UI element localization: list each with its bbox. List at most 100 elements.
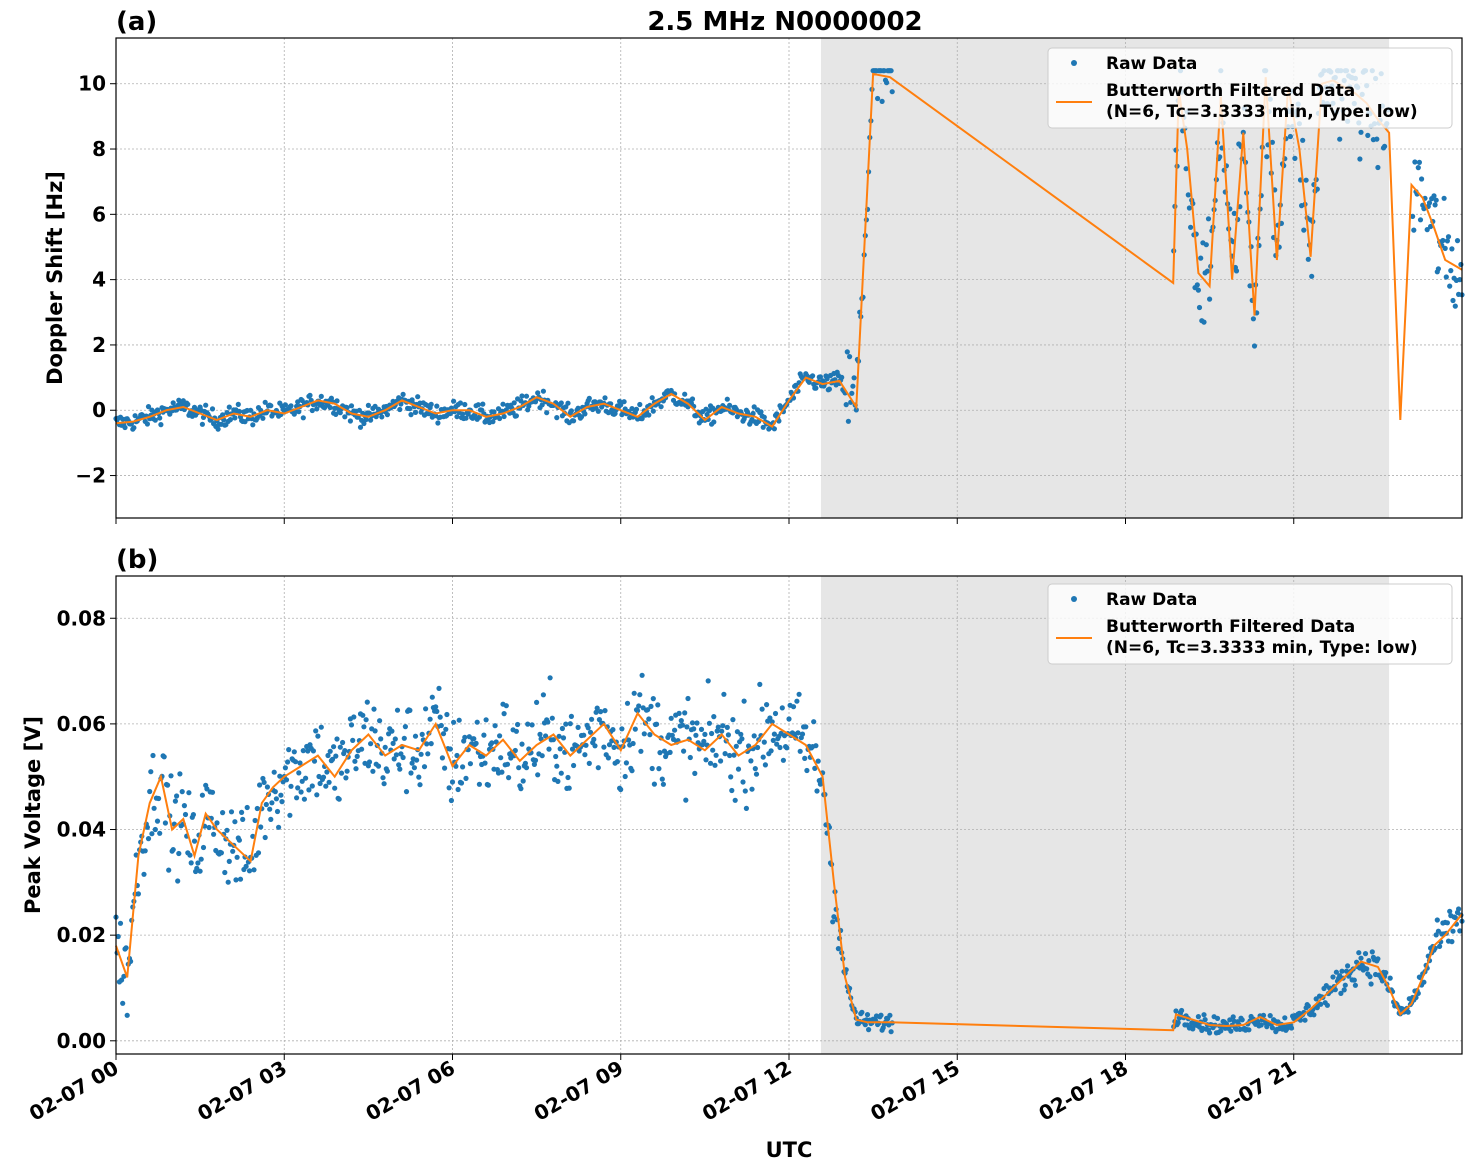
raw-data-point [513,413,520,419]
x-tick-label: 02-07 09 [530,1056,628,1126]
raw-data-point [378,736,384,742]
raw-data-point [391,756,397,762]
raw-data-point [651,781,658,787]
raw-data-point [448,797,454,804]
raw-data-point [501,711,507,717]
raw-data-point [853,407,859,413]
raw-data-point [768,748,774,754]
raw-data-point [264,784,270,790]
raw-data-point [578,414,585,420]
raw-data-point [575,405,581,411]
raw-data-point [262,834,268,841]
raw-data-point [711,419,717,425]
raw-data-point [650,696,656,702]
raw-data-point [227,417,233,423]
raw-data-point [154,818,161,824]
raw-data-point [1267,1013,1273,1019]
raw-data-point [1442,245,1448,251]
raw-data-point [1369,949,1375,955]
raw-data-point [646,412,652,418]
raw-data-point [1227,1017,1233,1023]
raw-data-point [565,774,571,781]
raw-data-point [549,715,555,721]
raw-data-point [198,856,204,862]
y-tick-label: 8 [92,137,106,161]
raw-data-point [246,868,253,874]
raw-data-point [583,742,589,748]
raw-data-point [624,700,631,706]
raw-data-point [224,410,230,416]
raw-data-point [817,374,824,380]
raw-data-point [348,403,355,409]
raw-data-point [499,769,505,775]
raw-data-point [401,735,407,741]
raw-data-point [220,810,226,816]
raw-data-point [206,824,212,831]
raw-data-point [244,804,250,811]
raw-data-point [1305,1003,1311,1009]
raw-data-point [226,858,232,865]
raw-data-point [698,726,705,733]
raw-data-point [774,741,780,747]
raw-data-point [739,736,745,742]
raw-data-point [500,401,506,407]
raw-data-point [443,726,449,732]
raw-data-point [504,761,511,767]
raw-data-point [544,410,550,416]
raw-data-point [224,827,230,833]
raw-data-point [418,751,424,757]
raw-data-point [1217,154,1223,160]
raw-data-point [1345,963,1351,969]
raw-data-point [1204,268,1210,274]
raw-data-point [586,395,592,401]
raw-data-point [325,752,331,759]
raw-data-point [779,705,785,711]
y-tick-label: 0.06 [57,712,106,736]
panel-b-legend: Raw Data Butterworth Filtered Data (N=6,… [1047,583,1453,665]
raw-data-point [817,781,824,787]
raw-data-point [407,406,413,412]
raw-data-point [602,395,608,401]
raw-data-point [435,420,441,426]
raw-data-point [175,878,181,884]
raw-data-point [569,746,576,752]
raw-data-point [1358,955,1364,961]
raw-data-point [172,798,178,804]
raw-data-point [361,724,367,730]
raw-data-point [1452,303,1458,309]
raw-data-point [242,419,248,425]
raw-data-point [1305,256,1311,262]
raw-data-point [377,718,383,724]
raw-data-point [236,837,242,843]
raw-data-point [511,400,517,406]
raw-data-point [815,758,821,764]
raw-data-point [1185,192,1191,198]
raw-data-point [262,399,268,405]
raw-data-point [320,774,327,780]
y-tick-label: 0.08 [57,606,106,630]
raw-data-point [165,782,171,788]
raw-data-point [291,749,297,755]
raw-data-point [437,714,443,720]
raw-data-point [1447,908,1453,914]
raw-data-point [243,863,249,870]
raw-data-point [738,731,744,737]
raw-data-point [523,393,530,399]
legend-box [1047,47,1453,129]
raw-data-point [679,722,686,728]
raw-data-point [1309,273,1315,279]
raw-data-point [237,876,244,882]
raw-data-point [277,773,283,779]
raw-data-point [1214,1015,1221,1022]
raw-data-point [288,783,294,789]
raw-data-point [638,748,644,754]
raw-data-point [1440,237,1446,244]
raw-data-point [1175,1020,1181,1026]
raw-data-point [724,396,730,402]
raw-data-point [659,776,665,782]
raw-data-point [742,788,748,794]
raw-data-point [1337,136,1343,142]
raw-data-point [149,407,155,413]
raw-data-point [1247,283,1253,289]
raw-data-point [598,709,604,715]
